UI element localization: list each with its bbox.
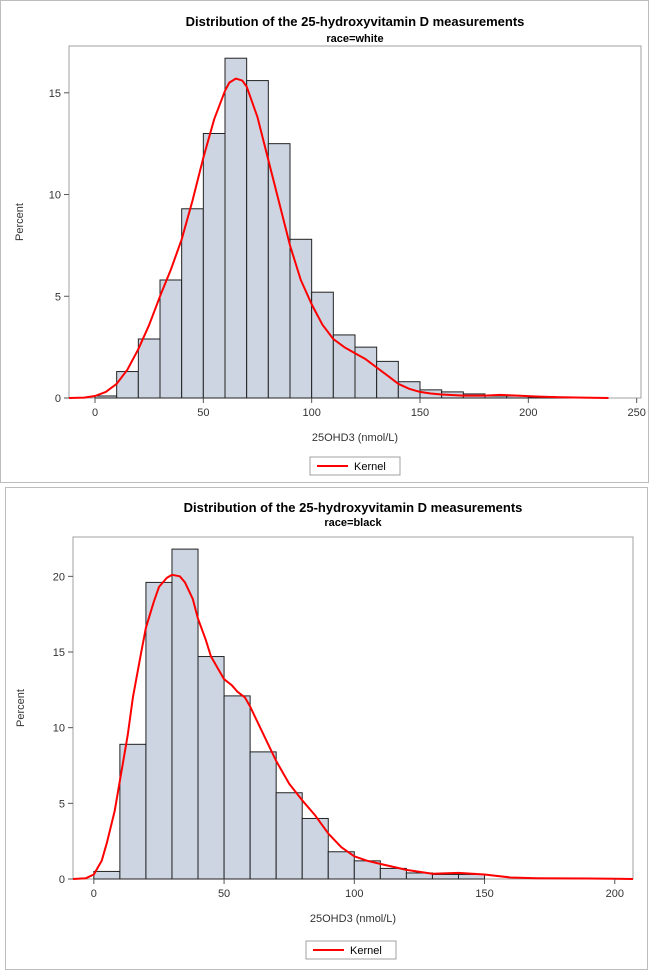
histogram-bar (431, 873, 459, 880)
legend-kernel-label: Kernel (350, 945, 382, 957)
x-tick-label: 100 (302, 407, 320, 419)
legend-kernel-label: Kernel (354, 461, 386, 473)
y-tick-label: 15 (53, 647, 65, 659)
histogram-bar (332, 334, 356, 399)
histogram-bar (145, 581, 173, 880)
legend-box (305, 940, 397, 960)
y-axis-label: Percent (14, 203, 26, 241)
histogram-bar (246, 80, 269, 399)
x-axis-label: 25OHD3 (nmol/L) (312, 432, 398, 444)
histogram-bar (267, 143, 291, 399)
histogram-bar (119, 743, 147, 880)
histogram-bar (94, 395, 118, 399)
chart-title: Distribution of the 25-hydroxyvitamin D … (186, 14, 525, 29)
x-tick-label: 200 (606, 888, 624, 900)
x-tick-label: 250 (627, 407, 645, 419)
histogram-bar (181, 208, 204, 399)
x-tick-label: 150 (475, 888, 493, 900)
x-tick-label: 200 (519, 407, 537, 419)
chart-subtitle: race=black (324, 517, 382, 529)
chart-subtitle: race=white (326, 33, 383, 45)
histogram-bar (311, 291, 334, 399)
y-tick-label: 10 (49, 190, 61, 202)
histogram-bar (397, 381, 421, 399)
histogram-bar (202, 132, 226, 399)
histogram-bar (275, 792, 303, 880)
y-tick-label: 20 (53, 571, 65, 583)
x-tick-label: 0 (91, 888, 97, 900)
legend-box (309, 456, 401, 476)
histogram-panel-black: Distribution of the 25-hydroxyvitamin D … (5, 487, 648, 970)
histogram-bar (159, 279, 183, 399)
x-tick-label: 0 (92, 407, 98, 419)
histogram-bar (249, 751, 277, 880)
y-tick-label: 10 (53, 723, 65, 735)
x-tick-label: 50 (197, 407, 209, 419)
kernel-density-curve (72, 573, 634, 880)
kernel-density-curve (68, 77, 609, 399)
histogram-bar (224, 57, 248, 399)
histogram-bar (197, 656, 225, 880)
histogram-chart-white: Distribution of the 25-hydroxyvitamin D … (14, 14, 646, 476)
histogram-bar (137, 338, 161, 399)
y-tick-label: 15 (49, 88, 61, 100)
histogram-bar (327, 851, 355, 880)
x-tick-label: 100 (345, 888, 363, 900)
histogram-bar (376, 360, 399, 399)
histogram-chart-black: Distribution of the 25-hydroxyvitamin D … (15, 500, 634, 960)
y-tick-label: 5 (59, 798, 65, 810)
histogram-bar (116, 371, 139, 399)
histogram-bar (171, 548, 199, 880)
x-axis-label: 25OHD3 (nmol/L) (310, 913, 396, 925)
histogram-panel-white: Distribution of the 25-hydroxyvitamin D … (0, 0, 649, 483)
chart-title: Distribution of the 25-hydroxyvitamin D … (184, 500, 523, 515)
x-tick-label: 50 (218, 888, 230, 900)
y-tick-label: 0 (55, 393, 61, 405)
histogram-bar (93, 870, 121, 880)
x-tick-label: 150 (411, 407, 429, 419)
y-tick-label: 5 (55, 291, 61, 303)
y-tick-label: 0 (59, 874, 65, 886)
histogram-bar (223, 695, 251, 880)
histogram-bar (289, 238, 313, 399)
y-axis-label: Percent (15, 689, 27, 727)
